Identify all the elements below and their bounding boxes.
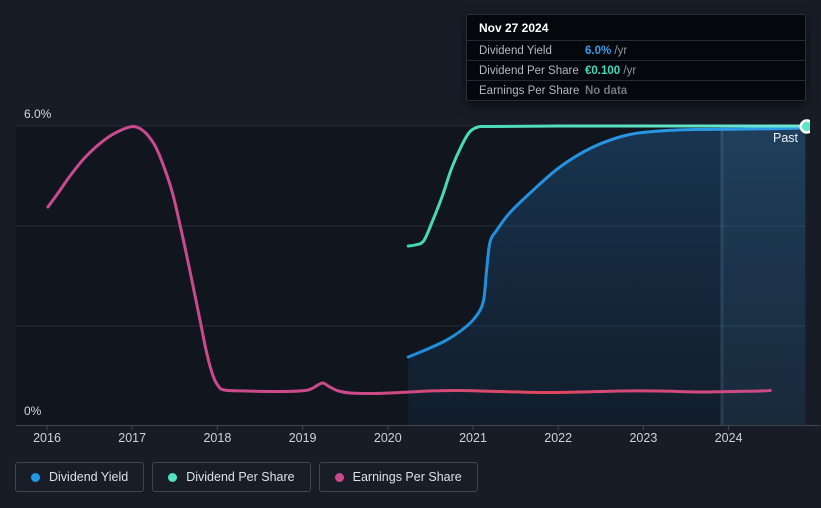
legend-dot-icon (334, 472, 344, 482)
x-axis-label-2023: 2023 (629, 431, 658, 445)
legend-dot-icon (31, 472, 40, 482)
past-label: Past (772, 131, 798, 145)
y-axis-label-top: 6.0% (24, 107, 52, 121)
tooltip-row-label: Dividend Yield (479, 44, 552, 57)
tooltip-row-label: Dividend Per Share (479, 64, 579, 77)
legend-item-earnings-per-share[interactable]: Earnings Per Share (318, 462, 478, 492)
tooltip-date: Nov 27 2024 (479, 21, 549, 35)
tooltip-row-value: No data (585, 84, 628, 97)
x-axis-label-2016: 2016 (33, 431, 61, 445)
tooltip-row-value: €0.100 /yr (585, 64, 637, 77)
recent-period-band (721, 126, 806, 425)
x-axis-label-2022: 2022 (544, 431, 573, 445)
earnings-per-share-line (46, 124, 772, 396)
legend-dot-icon (168, 472, 178, 482)
x-axis-label-2020: 2020 (373, 431, 402, 445)
x-axis-label-2021: 2021 (459, 431, 487, 445)
tooltip-row-dividend-yield: Dividend Yield 6.0% /yr (467, 40, 805, 60)
tooltip-row-value: 6.0% /yr (585, 44, 628, 57)
legend-item-dividend-per-share[interactable]: Dividend Per Share (152, 462, 311, 492)
legend-item-label: Earnings Per Share (352, 470, 462, 484)
legend: Dividend Yield Dividend Per Share Earnin… (15, 462, 478, 492)
legend-item-label: Dividend Per Share (186, 470, 295, 484)
tooltip-row-dividend-per-share: Dividend Per Share €0.100 /yr (467, 60, 805, 80)
tooltip: Nov 27 2024 Dividend Yield 6.0% /yr Divi… (466, 14, 806, 101)
legend-item-dividend-yield[interactable]: Dividend Yield (15, 462, 145, 492)
x-axis-label-2018: 2018 (203, 431, 232, 445)
y-axis-label-bottom: 0% (24, 404, 42, 418)
tooltip-row-earnings-per-share: Earnings Per Share No data (467, 80, 805, 100)
x-axis-label-2017: 2017 (118, 431, 147, 445)
dividend-yield-line (406, 126, 807, 359)
x-axis-label-2024: 2024 (714, 431, 743, 445)
x-axis-label-2019: 2019 (288, 431, 317, 445)
series-end-marker (799, 119, 810, 134)
legend-item-label: Dividend Yield (49, 470, 129, 484)
dividend-per-share-line (406, 124, 807, 248)
dividend-yield-area (408, 128, 806, 425)
tooltip-row-label: Earnings Per Share (479, 84, 580, 97)
